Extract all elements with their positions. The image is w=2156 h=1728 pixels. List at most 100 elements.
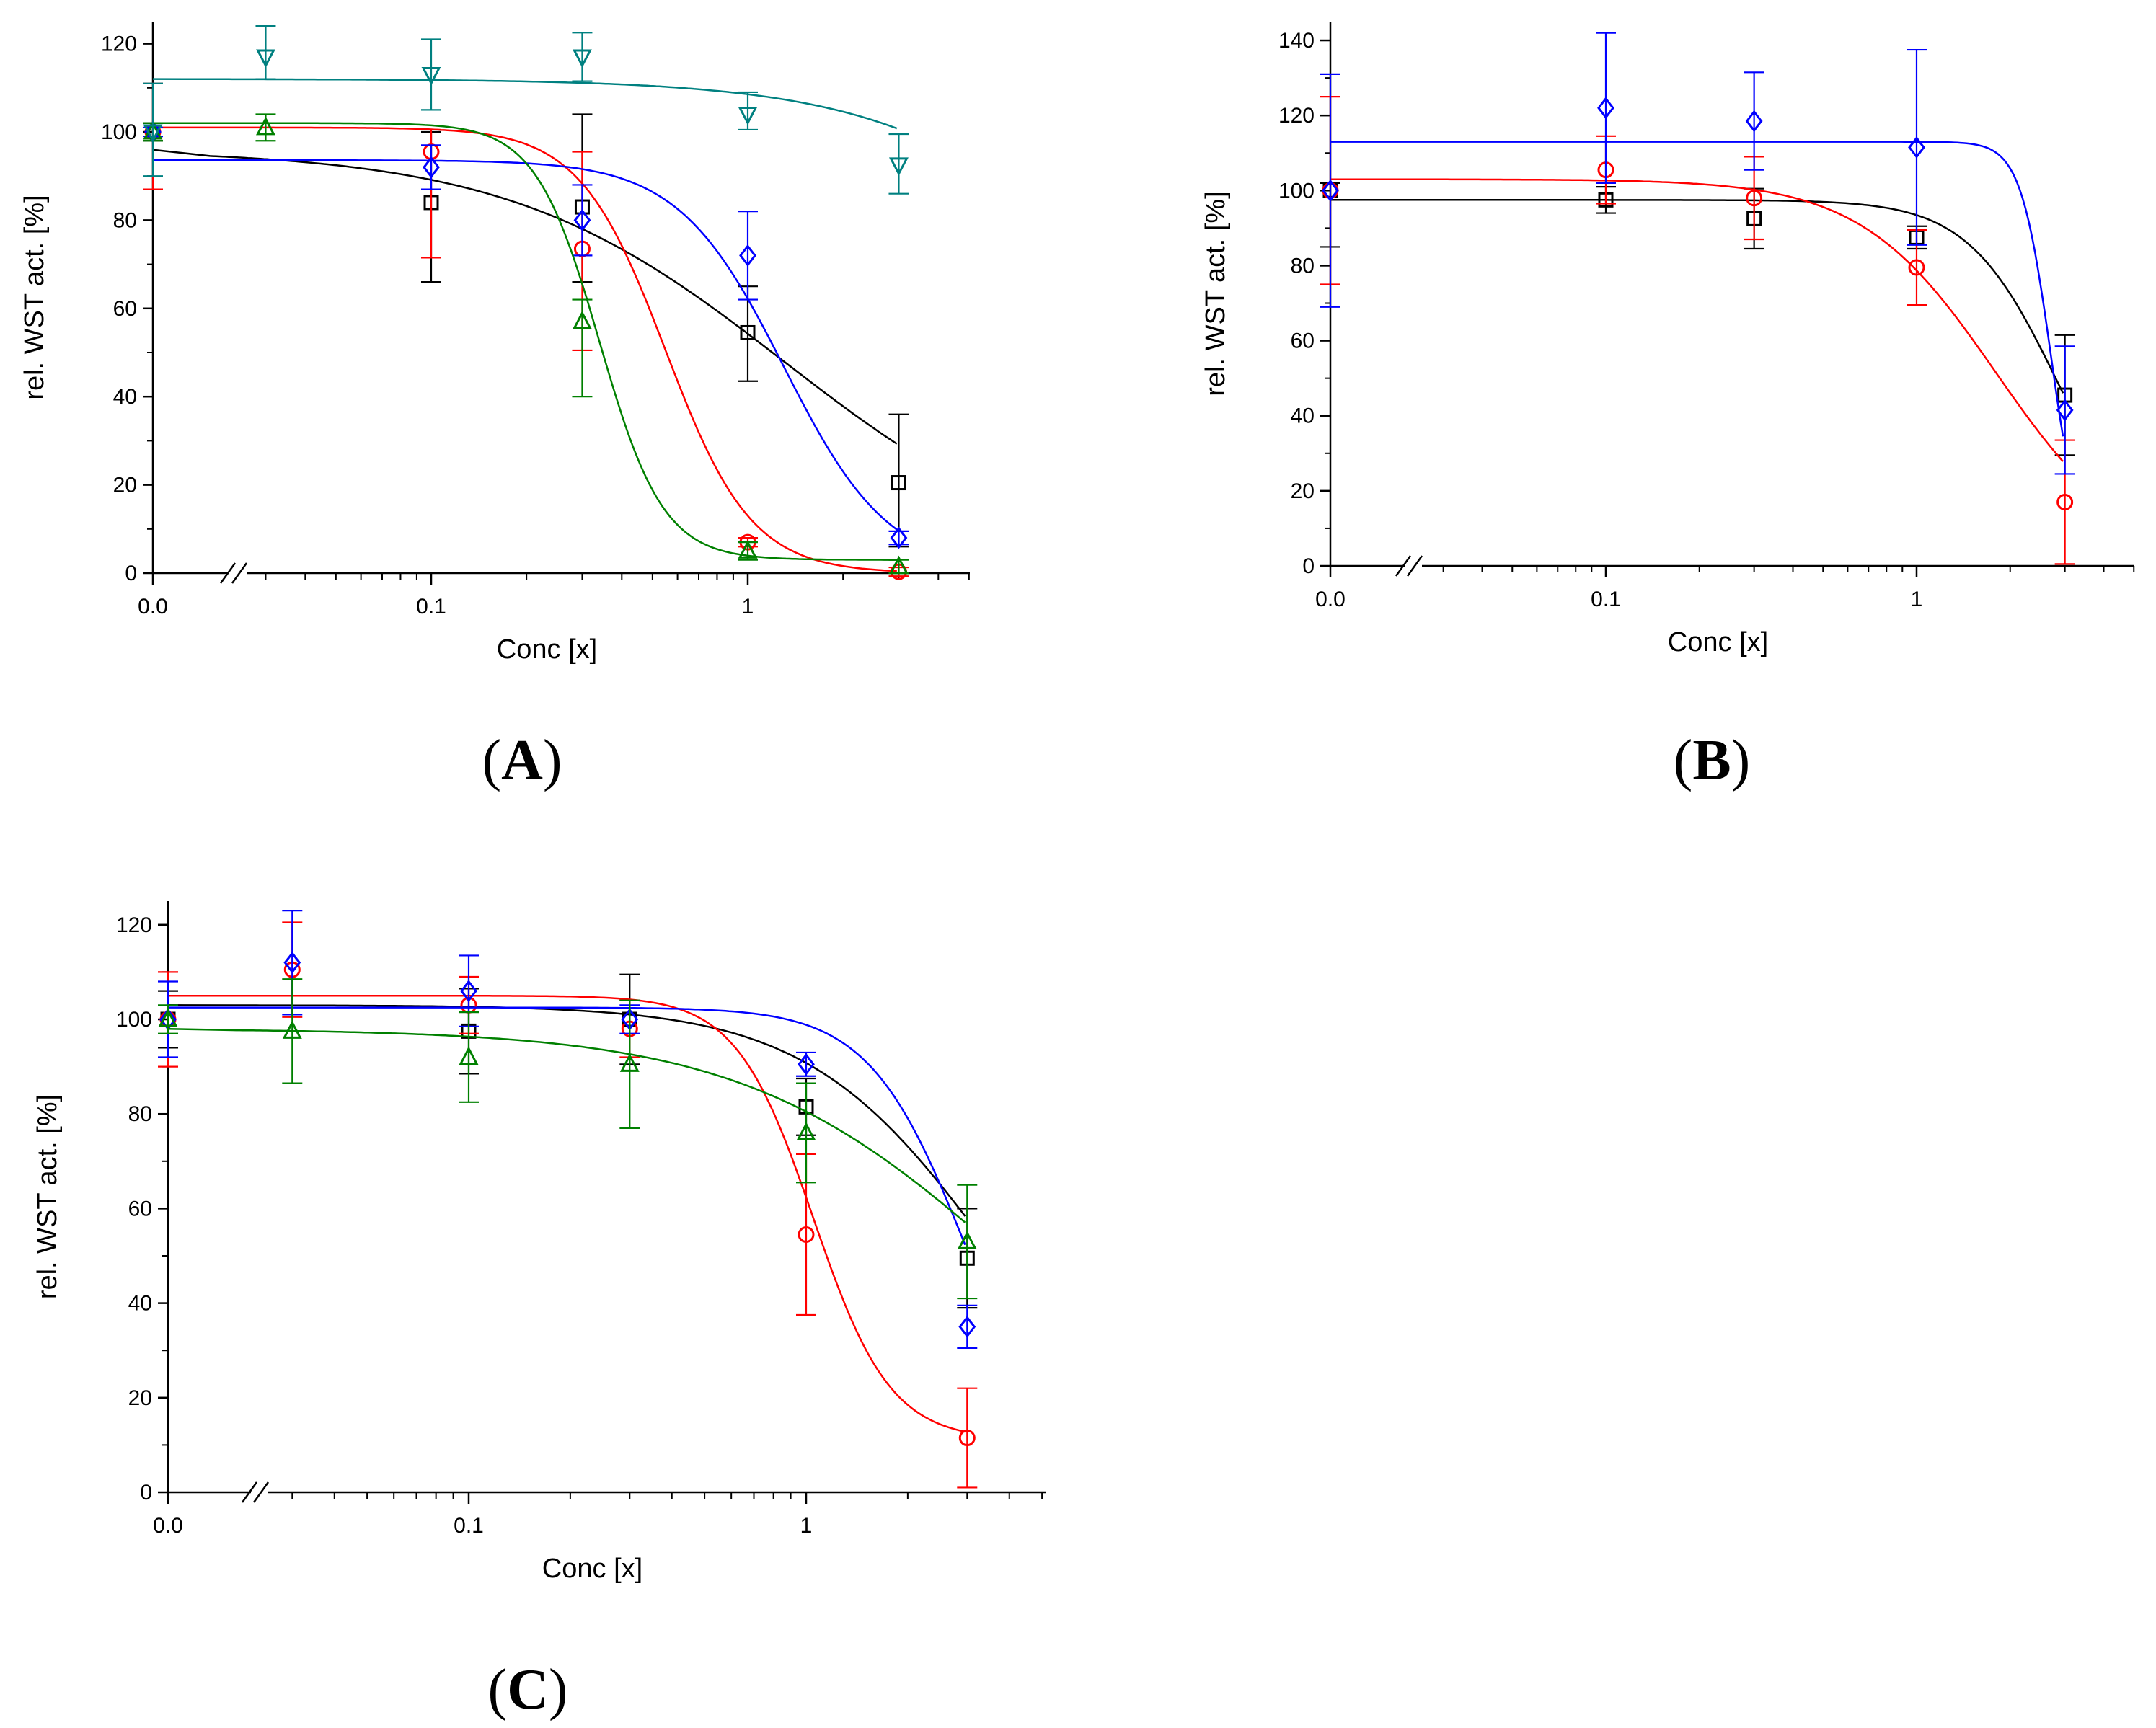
y-tick-label: 140	[1278, 29, 1315, 53]
data-point	[890, 526, 908, 549]
fit-curve	[167, 1004, 966, 1217]
x-tick-label: 0.1	[1591, 588, 1621, 611]
data-point	[459, 1046, 479, 1065]
fit-curve	[152, 78, 898, 130]
y-axis-title: rel. WST act. [%]	[32, 1094, 63, 1299]
data-point	[798, 1053, 815, 1076]
fit-curve	[153, 159, 898, 531]
x-tick-label: 1	[742, 595, 754, 619]
data-point	[460, 980, 477, 1003]
y-tick-label: 60	[128, 1197, 152, 1220]
x-tick-label: 0.1	[416, 595, 446, 619]
data-point	[1322, 179, 1339, 202]
y-tick-label: 40	[113, 385, 137, 409]
data-point	[2056, 493, 2074, 510]
fit-curve	[1330, 141, 2064, 437]
axis-break-mark	[1395, 555, 1412, 577]
data-point	[2056, 399, 2074, 422]
y-tick-label: 60	[113, 297, 137, 321]
data-point	[1746, 190, 1763, 207]
fit-curve	[153, 126, 897, 572]
data-point	[798, 1226, 815, 1243]
data-point	[421, 66, 441, 86]
axis-break-mark	[219, 562, 237, 584]
fit-curve	[153, 122, 897, 561]
y-tick-label: 80	[113, 208, 137, 232]
data-point	[282, 1020, 302, 1039]
fit-curve	[168, 1006, 966, 1246]
fit-curve	[152, 149, 898, 445]
data-point	[1908, 259, 1925, 276]
fit-curve	[167, 1027, 966, 1223]
y-tick-label: 100	[101, 120, 137, 144]
data-point	[143, 124, 163, 143]
panel-a-chart: 0 20 40 60 80 100 120 0.0 0.1 1 Conc [x] rel. WST a…	[19, 22, 970, 665]
y-tick-label: 20	[1291, 479, 1315, 503]
data-point	[958, 1315, 976, 1338]
data-point	[1908, 136, 1925, 159]
y-tick-label: 60	[1291, 329, 1315, 353]
data-point	[738, 107, 758, 125]
y-tick-label: 0	[1302, 554, 1315, 578]
panel-label-a: (A)	[482, 729, 562, 792]
data-point	[958, 1430, 976, 1447]
x-axis-title: Conc [x]	[1668, 627, 1768, 657]
axis-break-mark	[252, 1481, 270, 1503]
data-point	[1745, 110, 1763, 133]
data-point	[283, 951, 301, 974]
x-axis-title: Conc [x]	[497, 634, 597, 665]
y-tick-label: 80	[1291, 254, 1315, 278]
y-tick-label: 120	[101, 32, 137, 56]
panel-c-chart: 0 20 40 60 80 100 120 0.0 0.1 1 Conc [x] rel. WST a…	[32, 901, 1046, 1584]
series-blue-diamond	[1320, 32, 2075, 475]
fit-curve	[1330, 199, 2064, 394]
fit-curve	[168, 994, 966, 1433]
x-tick-label: 0.0	[1315, 588, 1346, 611]
data-point	[796, 1122, 816, 1140]
data-point	[255, 116, 275, 136]
y-tick-label: 120	[1278, 104, 1315, 128]
data-point	[619, 1053, 640, 1072]
y-tick-label: 20	[128, 1386, 152, 1410]
y-tick-label: 40	[1291, 404, 1315, 428]
data-point	[891, 475, 906, 491]
y-tick-label: 40	[128, 1292, 152, 1316]
x-tick-label: 0.0	[138, 595, 168, 619]
data-point	[739, 244, 756, 267]
panel-label-c: (C)	[487, 1658, 567, 1722]
data-point	[423, 156, 440, 179]
x-tick-label: 1	[800, 1514, 813, 1538]
y-tick-label: 0	[140, 1481, 152, 1505]
data-point	[158, 1008, 178, 1027]
y-tick-label: 100	[1278, 179, 1315, 203]
axis-break-mark	[241, 1481, 258, 1503]
fit-curve	[1330, 178, 2064, 462]
y-tick-label: 120	[116, 913, 152, 937]
axis-break-mark	[231, 562, 248, 584]
data-point	[572, 49, 592, 68]
panel-label-b: (B)	[1674, 729, 1751, 792]
x-tick-label: 0.0	[153, 1514, 183, 1538]
x-tick-label: 0.1	[454, 1514, 484, 1538]
y-axis-title: rel. WST act. [%]	[19, 195, 50, 399]
axis-break-mark	[1406, 555, 1423, 577]
y-axis-title: rel. WST act. [%]	[1201, 191, 1231, 396]
series-teal-triangle-down	[143, 25, 909, 195]
y-tick-label: 100	[116, 1008, 152, 1032]
data-point	[740, 324, 756, 340]
data-point	[888, 157, 909, 177]
data-point	[573, 208, 591, 231]
data-point	[255, 49, 275, 68]
y-tick-label: 80	[128, 1102, 152, 1126]
data-point	[1597, 97, 1614, 120]
panel-b-chart: 0 20 40 60 80 100 120 140 0.0 0.1 1 Conc [x] rel. WS…	[1201, 22, 2135, 657]
x-axis-title: Conc [x]	[542, 1554, 642, 1584]
data-point	[957, 1231, 977, 1249]
series-green-triangle-up	[158, 978, 978, 1300]
y-tick-label: 0	[125, 562, 137, 585]
y-tick-label: 20	[113, 474, 137, 497]
x-tick-label: 1	[1911, 588, 1923, 611]
data-point	[888, 555, 909, 575]
data-point	[738, 540, 758, 559]
